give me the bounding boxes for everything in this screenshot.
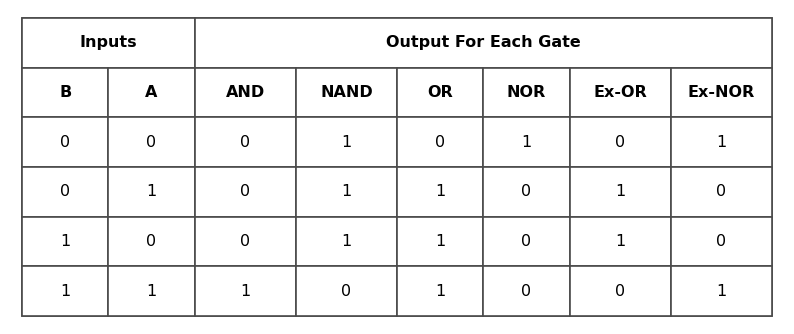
Bar [195, 167, 295, 217]
Bar [108, 167, 195, 217]
Bar [195, 266, 295, 316]
Bar [195, 217, 295, 266]
Bar [397, 217, 484, 266]
Bar [22, 68, 108, 117]
Bar [484, 217, 569, 266]
Bar [22, 18, 195, 68]
Text: Ex-OR: Ex-OR [593, 85, 647, 100]
Text: 1: 1 [60, 284, 70, 299]
Text: NAND: NAND [320, 85, 372, 100]
Text: Ex-NOR: Ex-NOR [688, 85, 755, 100]
Text: 0: 0 [615, 135, 625, 150]
Bar [295, 217, 397, 266]
Bar [484, 167, 569, 217]
Text: 1: 1 [341, 234, 352, 249]
Bar [22, 266, 108, 316]
Bar [484, 117, 569, 167]
Text: 0: 0 [240, 184, 250, 199]
Text: OR: OR [427, 85, 453, 100]
Text: 1: 1 [60, 234, 70, 249]
Text: 0: 0 [146, 234, 156, 249]
Text: 0: 0 [240, 234, 250, 249]
Bar [108, 68, 195, 117]
Bar [295, 117, 397, 167]
Text: 0: 0 [716, 234, 727, 249]
Text: 0: 0 [522, 184, 531, 199]
Text: 0: 0 [60, 135, 70, 150]
Bar [295, 266, 397, 316]
Bar [295, 68, 397, 117]
Bar [569, 117, 671, 167]
Bar [484, 68, 569, 117]
Text: B: B [59, 85, 71, 100]
Text: 1: 1 [435, 284, 445, 299]
Bar [397, 68, 484, 117]
Text: 1: 1 [435, 234, 445, 249]
Text: 0: 0 [146, 135, 156, 150]
Bar [671, 217, 772, 266]
Bar [569, 167, 671, 217]
Text: 1: 1 [716, 135, 727, 150]
Text: 1: 1 [240, 284, 250, 299]
Text: 1: 1 [146, 284, 156, 299]
Text: 1: 1 [716, 284, 727, 299]
Text: 0: 0 [435, 135, 445, 150]
Text: 1: 1 [341, 184, 352, 199]
Text: 1: 1 [341, 135, 352, 150]
Bar [22, 117, 108, 167]
Text: 0: 0 [522, 284, 531, 299]
Bar [108, 217, 195, 266]
Text: 0: 0 [615, 284, 625, 299]
Text: Inputs: Inputs [79, 35, 137, 50]
Bar [22, 167, 108, 217]
Text: 1: 1 [615, 234, 625, 249]
Bar [22, 18, 772, 316]
Bar [671, 117, 772, 167]
Text: Output For Each Gate: Output For Each Gate [386, 35, 580, 50]
Text: 0: 0 [341, 284, 352, 299]
Bar [569, 217, 671, 266]
Text: NOR: NOR [507, 85, 546, 100]
Text: 1: 1 [521, 135, 531, 150]
Bar [484, 266, 569, 316]
Bar [195, 68, 295, 117]
Bar [195, 18, 772, 68]
Bar [295, 167, 397, 217]
Text: A: A [145, 85, 157, 100]
Bar [397, 167, 484, 217]
Text: AND: AND [225, 85, 264, 100]
Text: 1: 1 [146, 184, 156, 199]
Text: 0: 0 [522, 234, 531, 249]
Bar [108, 117, 195, 167]
Text: 0: 0 [240, 135, 250, 150]
Text: 1: 1 [615, 184, 625, 199]
Text: 1: 1 [435, 184, 445, 199]
Bar [195, 117, 295, 167]
Bar [569, 266, 671, 316]
Bar [108, 266, 195, 316]
Bar [671, 266, 772, 316]
Text: 0: 0 [60, 184, 70, 199]
Bar [671, 68, 772, 117]
Bar [569, 68, 671, 117]
Text: 0: 0 [716, 184, 727, 199]
Bar [397, 266, 484, 316]
Bar [397, 117, 484, 167]
Bar [22, 217, 108, 266]
Bar [671, 167, 772, 217]
